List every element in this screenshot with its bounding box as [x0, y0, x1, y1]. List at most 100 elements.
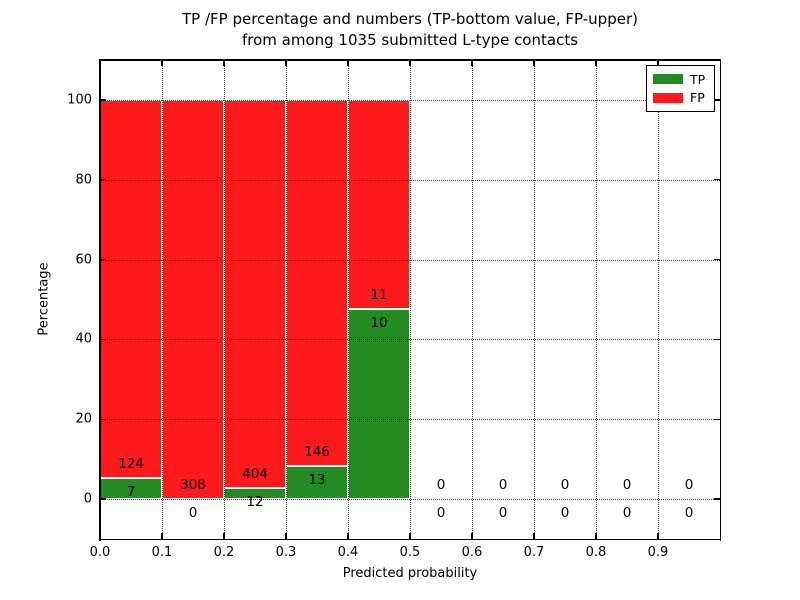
fp-count-label: 124 — [118, 455, 144, 472]
x-tick-mark — [657, 533, 659, 539]
y-tick-label: 80 — [75, 172, 92, 188]
x-tick-mark — [471, 533, 473, 539]
x-tick-mark-top — [657, 60, 659, 66]
y-tick-mark-right — [714, 179, 720, 181]
y-tick-mark-right — [714, 418, 720, 420]
fp-count-label: 11 — [370, 287, 388, 304]
fp-count-label: 0 — [622, 477, 632, 494]
y-tick-mark — [100, 258, 106, 261]
tp-count-label: 0 — [498, 505, 508, 522]
x-axis-label: Predicted probability — [342, 566, 478, 581]
x-tick-mark — [161, 533, 163, 539]
fp-bar-segment — [224, 99, 286, 488]
fp-count-label: 308 — [180, 477, 206, 494]
x-tick-mark — [409, 533, 411, 539]
fp-bar-segment — [286, 99, 348, 467]
tp-bar-segment — [286, 466, 348, 500]
horizontal-gridline — [100, 419, 720, 421]
tp-count-label: 0 — [188, 505, 198, 522]
x-tick-mark-top — [595, 60, 597, 66]
x-tick-mark-top — [347, 60, 349, 66]
vertical-gridline — [348, 60, 349, 539]
x-tick-label: 0.9 — [647, 545, 669, 560]
legend: TP FP — [646, 65, 715, 112]
fp-count-label: 0 — [436, 477, 446, 494]
y-tick-mark — [100, 338, 106, 341]
x-tick-mark-top — [161, 60, 163, 66]
y-tick-label: 100 — [67, 92, 92, 108]
tp-count-label: 0 — [684, 505, 694, 522]
tp-bar-segment — [348, 309, 410, 500]
vertical-gridline — [472, 60, 473, 539]
x-tick-mark-top — [533, 60, 535, 66]
x-tick-mark — [347, 533, 349, 539]
fp-legend-swatch — [653, 92, 683, 103]
y-tick-label: 40 — [75, 331, 92, 347]
y-tick-mark-right — [714, 338, 720, 341]
fp-count-label: 0 — [560, 477, 570, 494]
x-tick-label: 0.3 — [275, 545, 297, 560]
x-tick-label: 0.6 — [461, 545, 483, 560]
horizontal-gridline — [100, 179, 720, 181]
x-tick-label: 0.1 — [151, 545, 173, 560]
tp-count-label: 0 — [560, 505, 570, 522]
tp-legend-label: TP — [690, 71, 706, 87]
x-tick-mark-top — [409, 60, 411, 66]
y-tick-label: 0 — [83, 491, 92, 507]
vertical-gridline — [224, 60, 225, 539]
x-tick-mark-top — [285, 60, 287, 66]
chart-title-line2: from among 1035 submitted L-type contact… — [241, 31, 579, 49]
x-tick-mark-top — [223, 60, 225, 66]
fp-count-label: 0 — [498, 477, 508, 494]
x-tick-label: 0.0 — [89, 545, 111, 560]
fp-legend-label: FP — [690, 90, 705, 106]
fp-count-label: 0 — [684, 477, 694, 494]
vertical-gridline — [286, 60, 287, 539]
chart-title-line1: TP /FP percentage and numbers (TP-bottom… — [182, 10, 638, 28]
x-tick-label: 0.7 — [523, 545, 545, 560]
tp-bar-segment — [100, 477, 162, 500]
right-spine — [719, 59, 721, 541]
y-axis-label: Percentage — [36, 262, 52, 336]
y-tick-mark — [100, 498, 106, 500]
y-tick-label: 20 — [75, 411, 92, 427]
legend-item-fp: FP — [653, 90, 708, 105]
vertical-gridline — [658, 60, 659, 539]
fp-count-label: 146 — [304, 444, 330, 461]
y-tick-mark — [100, 179, 106, 181]
x-tick-mark — [223, 533, 225, 539]
x-tick-mark — [285, 533, 287, 539]
tp-count-label: 0 — [622, 505, 632, 522]
tp-legend-swatch — [653, 74, 683, 85]
top-spine — [99, 59, 721, 61]
tp-count-label: 13 — [308, 472, 326, 489]
tp-count-label: 7 — [126, 483, 136, 500]
x-tick-label: 0.8 — [585, 545, 607, 560]
fp-bar-segment — [100, 99, 162, 478]
tp-count-label: 12 — [246, 493, 264, 510]
vertical-gridline — [162, 60, 163, 539]
x-tick-label: 0.5 — [399, 545, 421, 560]
left-spine — [99, 59, 101, 541]
fp-count-label: 404 — [242, 465, 268, 482]
bottom-spine — [99, 538, 721, 540]
x-tick-mark-top — [471, 60, 473, 66]
x-tick-mark — [533, 533, 535, 539]
fp-bar-segment — [162, 99, 224, 500]
x-tick-mark — [595, 533, 597, 539]
y-tick-mark — [100, 99, 106, 101]
tp-count-label: 0 — [436, 505, 446, 522]
horizontal-gridline — [100, 499, 720, 501]
y-tick-mark-right — [714, 258, 720, 261]
y-tick-mark — [100, 418, 106, 420]
fp-bar-segment — [348, 99, 410, 309]
horizontal-gridline — [100, 339, 720, 341]
legend-item-tp: TP — [653, 72, 708, 87]
x-tick-label: 0.4 — [337, 545, 359, 560]
horizontal-gridline — [100, 99, 720, 101]
y-tick-mark-right — [714, 99, 720, 101]
y-tick-mark-right — [714, 498, 720, 500]
vertical-gridline — [596, 60, 597, 539]
plot-area: 124 7 308 0 404 12 146 13 11 10 0 0 0 0 0 0 0 0 0 0 — [99, 59, 721, 541]
